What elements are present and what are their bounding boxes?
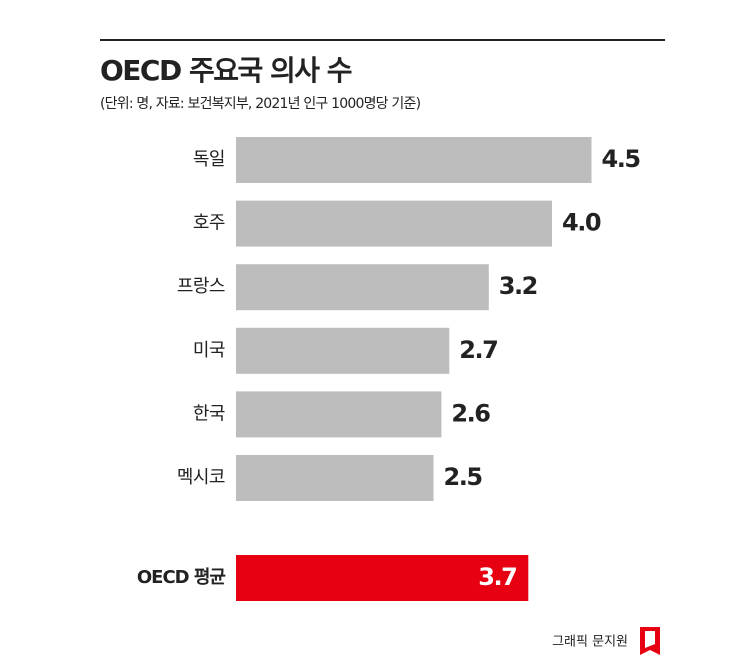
value-label: 4.0 bbox=[562, 209, 601, 237]
category-label: 호주 bbox=[193, 213, 225, 234]
bar bbox=[236, 327, 450, 374]
average-bar bbox=[236, 555, 529, 601]
bar bbox=[236, 200, 552, 247]
logo bbox=[640, 627, 660, 655]
credit: 그래픽 문지원 bbox=[552, 635, 628, 650]
value-label: 2.5 bbox=[444, 463, 483, 491]
bar bbox=[236, 264, 489, 311]
category-label: 멕시코 bbox=[177, 467, 225, 488]
category-label: 한국 bbox=[193, 403, 225, 424]
category-label: 프랑스 bbox=[177, 276, 225, 297]
value-label: 2.7 bbox=[459, 336, 497, 364]
category-label: 미국 bbox=[193, 340, 225, 361]
bar bbox=[236, 391, 442, 438]
chart-subtitle: (단위: 명, 자료: 보건복지부, 2021년 인구 1000명당 기준) bbox=[100, 96, 421, 112]
value-label: 4.5 bbox=[602, 145, 641, 173]
average-label: OECD 평균 bbox=[137, 567, 226, 588]
chart-title: OECD 주요국 의사 수 bbox=[100, 54, 352, 87]
category-label: 독일 bbox=[193, 149, 225, 170]
value-label: 2.6 bbox=[451, 399, 490, 427]
bar bbox=[236, 137, 592, 183]
bar bbox=[236, 455, 434, 501]
value-label: 3.2 bbox=[499, 272, 537, 300]
average-value-label: 3.7 bbox=[478, 563, 516, 591]
